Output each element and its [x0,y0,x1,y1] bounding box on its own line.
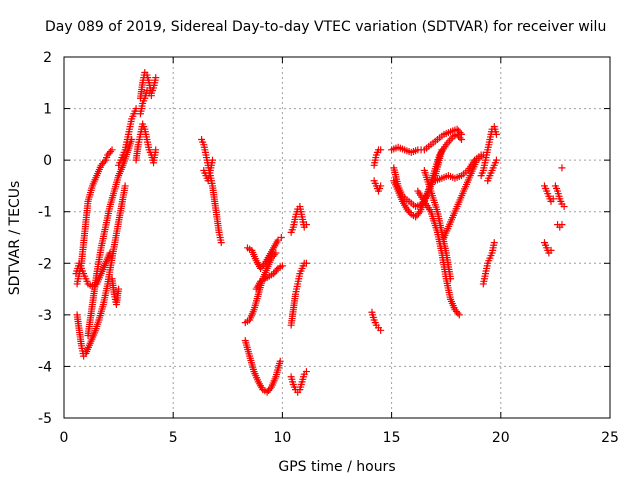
series-pass-N [243,234,285,272]
series-pass-AJ [558,164,566,172]
data-point [492,130,500,138]
data-point [277,234,285,241]
x-tick-label: 0 [60,430,69,446]
series-pass-B [73,146,116,288]
y-tick-label: -4 [38,359,52,375]
data-point [115,285,123,293]
data-point [549,195,557,203]
data-point [406,209,414,217]
data-point [415,209,423,217]
data-point [302,368,310,376]
data-point [377,182,385,190]
x-tick-label: 15 [383,430,401,446]
data-point [447,275,455,283]
series-pass-Q [287,259,310,329]
data-point [107,148,115,156]
data-point [272,249,280,257]
series-pass-F [115,105,140,169]
data-point [152,146,160,154]
series-pass-AE [479,239,498,288]
y-tick-label: -5 [38,411,52,427]
data-point [547,246,555,254]
y-tick-label: -3 [38,308,52,324]
y-tick-label: 0 [43,153,52,169]
chart-title: Day 089 of 2019, Sidereal Day-to-day VTE… [45,19,606,35]
data-point [492,156,500,164]
data-point [490,239,498,247]
data-point [456,134,464,142]
data-point [455,311,463,319]
data-point [377,326,385,334]
data-point [276,357,284,365]
series-pass-H [136,68,160,102]
data-point [121,182,129,190]
series-pass-AB [440,151,487,241]
x-tick-label: 25 [601,430,619,446]
series-pass-AH [551,182,568,211]
series-pass-AD [484,156,500,185]
y-tick-label: 1 [43,102,52,118]
series-pass-P [287,203,310,236]
data-point [454,309,462,317]
data-point [273,266,281,274]
series-pass-O [252,262,286,293]
y-tick-label: -1 [38,205,52,221]
data-point [560,203,568,211]
grid-lines [64,57,610,418]
series-pass-AC [477,123,500,180]
data-point [100,158,108,166]
data-point [558,164,566,172]
series-pass-D [84,136,136,339]
data-point [438,146,446,154]
series-pass-T [370,177,385,195]
data-point [278,262,286,270]
y-axis: -5 -4 -3 -2 -1 0 1 2 [38,50,610,427]
series-pass-K [200,156,217,185]
series-pass-C [73,182,129,360]
series-pass-AG [540,239,555,257]
data-points [72,68,568,396]
data-point [457,136,465,144]
x-axis: 0 5 10 15 20 25 [60,57,619,446]
x-axis-label: GPS time / hours [278,459,395,475]
data-point [217,239,225,247]
data-point [108,146,116,154]
series-pass-E [108,275,123,309]
series-pass-I [136,87,155,118]
data-point [302,259,310,267]
y-axis-label: SDTVAR / TECUs [7,181,23,296]
data-point [266,385,274,393]
data-point [377,146,385,154]
y-tick-label: 2 [43,50,52,66]
y-tick-label: -2 [38,256,52,272]
series-pass-J [198,136,225,247]
series-pass-AF [540,182,557,205]
x-tick-label: 5 [169,430,178,446]
x-tick-label: 10 [273,430,291,446]
series-pass-V [388,125,465,156]
data-point [259,261,267,269]
series-pass-L [241,337,284,396]
data-point [147,92,155,100]
series-pass-G [132,120,160,167]
plot-frame [63,56,611,419]
data-point [558,221,566,229]
series-pass-AI [554,221,566,231]
data-point [152,74,160,82]
series-pass-U [370,146,385,169]
data-point [209,156,217,164]
data-point [302,221,310,229]
x-tick-label: 20 [492,430,510,446]
series-pass-R [287,368,310,396]
series-pass-S [368,308,385,334]
